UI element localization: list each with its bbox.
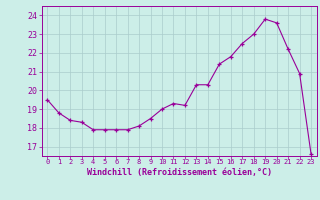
X-axis label: Windchill (Refroidissement éolien,°C): Windchill (Refroidissement éolien,°C) [87,168,272,177]
